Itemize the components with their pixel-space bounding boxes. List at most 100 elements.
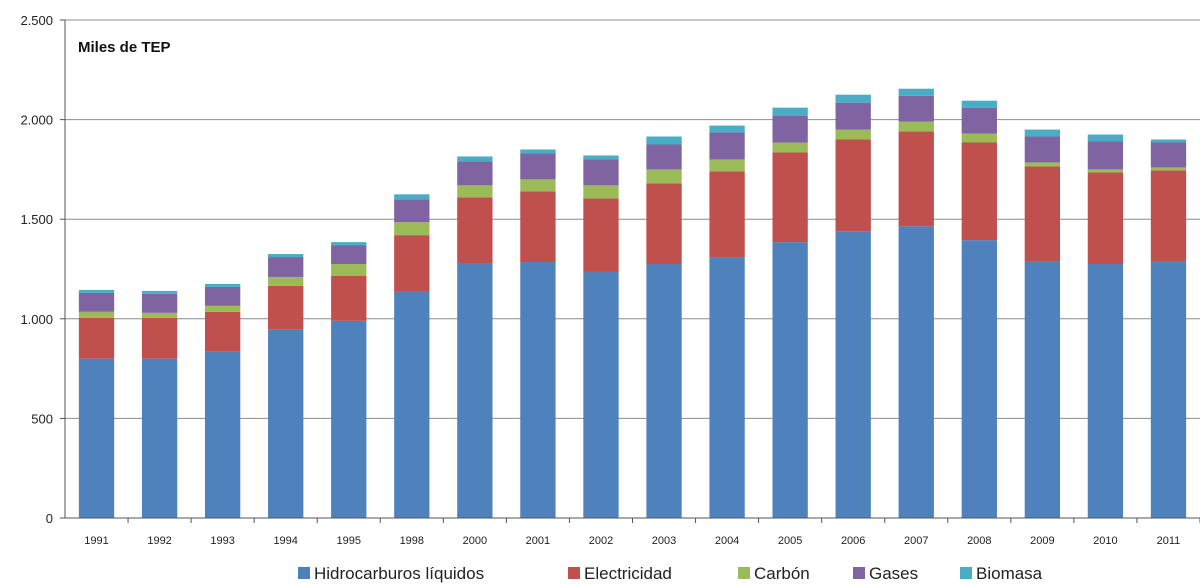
legend-item: Carbón: [738, 564, 810, 583]
unit-label: Miles de TEP: [78, 39, 171, 56]
bar-segment: [709, 132, 745, 160]
legend-item: Hidrocarburos líquidos: [298, 564, 484, 583]
bar-segment: [331, 242, 367, 246]
bar-segment: [141, 293, 178, 313]
bar-segment: [204, 351, 241, 518]
bar-segment: [331, 275, 367, 321]
bar-segment: [204, 283, 241, 287]
bar-segment: [394, 199, 430, 223]
legend-swatch: [853, 567, 865, 579]
bar-segment: [394, 235, 430, 292]
bar-segment: [78, 289, 115, 293]
bar-segment: [394, 291, 430, 518]
legend-swatch: [738, 567, 750, 579]
x-tick-label: 2004: [715, 535, 739, 547]
x-tick-label: 2001: [526, 535, 550, 547]
bar-segment: [646, 183, 682, 265]
bar-segment: [1024, 162, 1061, 167]
y-tick-label: 1.500: [20, 212, 53, 227]
bar-stack-2001: [520, 149, 556, 518]
y-tick-label: 2.000: [20, 113, 53, 128]
x-tick-label: 2008: [967, 535, 991, 547]
bars: [78, 88, 1187, 519]
bar-stack-1998: [394, 194, 430, 518]
bar-segment: [772, 242, 808, 519]
bar-segment: [1087, 141, 1124, 170]
bar-segment: [457, 263, 493, 518]
bar-segment: [457, 185, 493, 198]
x-tick-label: 2010: [1093, 535, 1117, 547]
bar-segment: [268, 276, 304, 286]
bar-segment: [457, 197, 493, 264]
bar-segment: [1150, 170, 1187, 262]
bar-segment: [646, 264, 682, 518]
bar-segment: [772, 152, 808, 243]
x-tick-label: 2009: [1030, 535, 1054, 547]
bar-segment: [1024, 136, 1061, 163]
bar-segment: [78, 317, 115, 359]
x-tick-label: 2000: [463, 535, 487, 547]
legend: Hidrocarburos líquidos Electricidad Carbón…: [298, 564, 1043, 583]
bar-segment: [709, 171, 745, 258]
bar-segment: [1150, 261, 1187, 518]
y-tick-label: 0: [46, 511, 53, 526]
y-tick-label: 1.000: [20, 312, 53, 327]
bar-segment: [141, 290, 178, 294]
x-tick-label: 2002: [589, 535, 613, 547]
legend-item: Biomasa: [960, 564, 1043, 583]
bar-segment: [1087, 172, 1124, 265]
bar-segment: [1024, 129, 1061, 137]
bar-segment: [772, 107, 808, 116]
bar-segment: [141, 312, 178, 318]
x-tick-label: 1994: [273, 535, 297, 547]
x-tick-label: 2003: [652, 535, 676, 547]
bar-segment: [583, 155, 619, 160]
legend-label: Biomasa: [976, 564, 1043, 583]
bar-segment: [772, 142, 808, 153]
axes: [60, 19, 1200, 523]
bar-segment: [394, 194, 430, 200]
x-tick-labels: 1991 1992 1993 1994 1995 1998 2000 2001 2002 2003…: [84, 535, 1180, 547]
bar-segment: [268, 257, 304, 277]
bar-stack-2004: [709, 125, 745, 518]
bar-segment: [520, 191, 556, 263]
x-tick-label: 2011: [1157, 535, 1181, 547]
legend-item: Gases: [853, 564, 918, 583]
bar-segment: [961, 100, 997, 108]
bar-stack-1994: [268, 254, 304, 518]
bar-segment: [898, 226, 934, 519]
bar-stack-2006: [835, 94, 871, 518]
x-tick-label: 1993: [210, 535, 234, 547]
bar-segment: [78, 311, 115, 318]
bar-segment: [646, 169, 682, 184]
legend-swatch: [960, 567, 972, 579]
legend-label: Hidrocarburos líquidos: [314, 564, 484, 583]
x-tick-label: 1998: [400, 535, 424, 547]
bar-segment: [520, 262, 556, 518]
bar-segment: [835, 129, 871, 140]
bar-segment: [835, 139, 871, 232]
bar-segment: [709, 159, 745, 172]
legend-item: Electricidad: [568, 564, 672, 583]
bar-segment: [78, 358, 115, 518]
bar-segment: [961, 133, 997, 143]
bar-segment: [583, 185, 619, 199]
bar-segment: [331, 264, 367, 276]
bar-segment: [331, 320, 367, 518]
x-tick-label: 1991: [84, 535, 108, 547]
bar-segment: [583, 198, 619, 272]
y-tick-label: 500: [31, 411, 53, 426]
bar-stack-2005: [772, 107, 808, 519]
bar-stack-2009: [1024, 129, 1061, 518]
x-tick-label: 1992: [147, 535, 171, 547]
bar-stack-1993: [204, 283, 241, 518]
bar-segment: [457, 156, 493, 162]
bar-segment: [520, 153, 556, 180]
bar-segment: [772, 115, 808, 143]
legend-swatch: [568, 567, 580, 579]
bar-segment: [204, 286, 241, 306]
bar-stack-1991: [78, 289, 115, 518]
bar-segment: [141, 358, 178, 518]
bar-segment: [1087, 264, 1124, 518]
